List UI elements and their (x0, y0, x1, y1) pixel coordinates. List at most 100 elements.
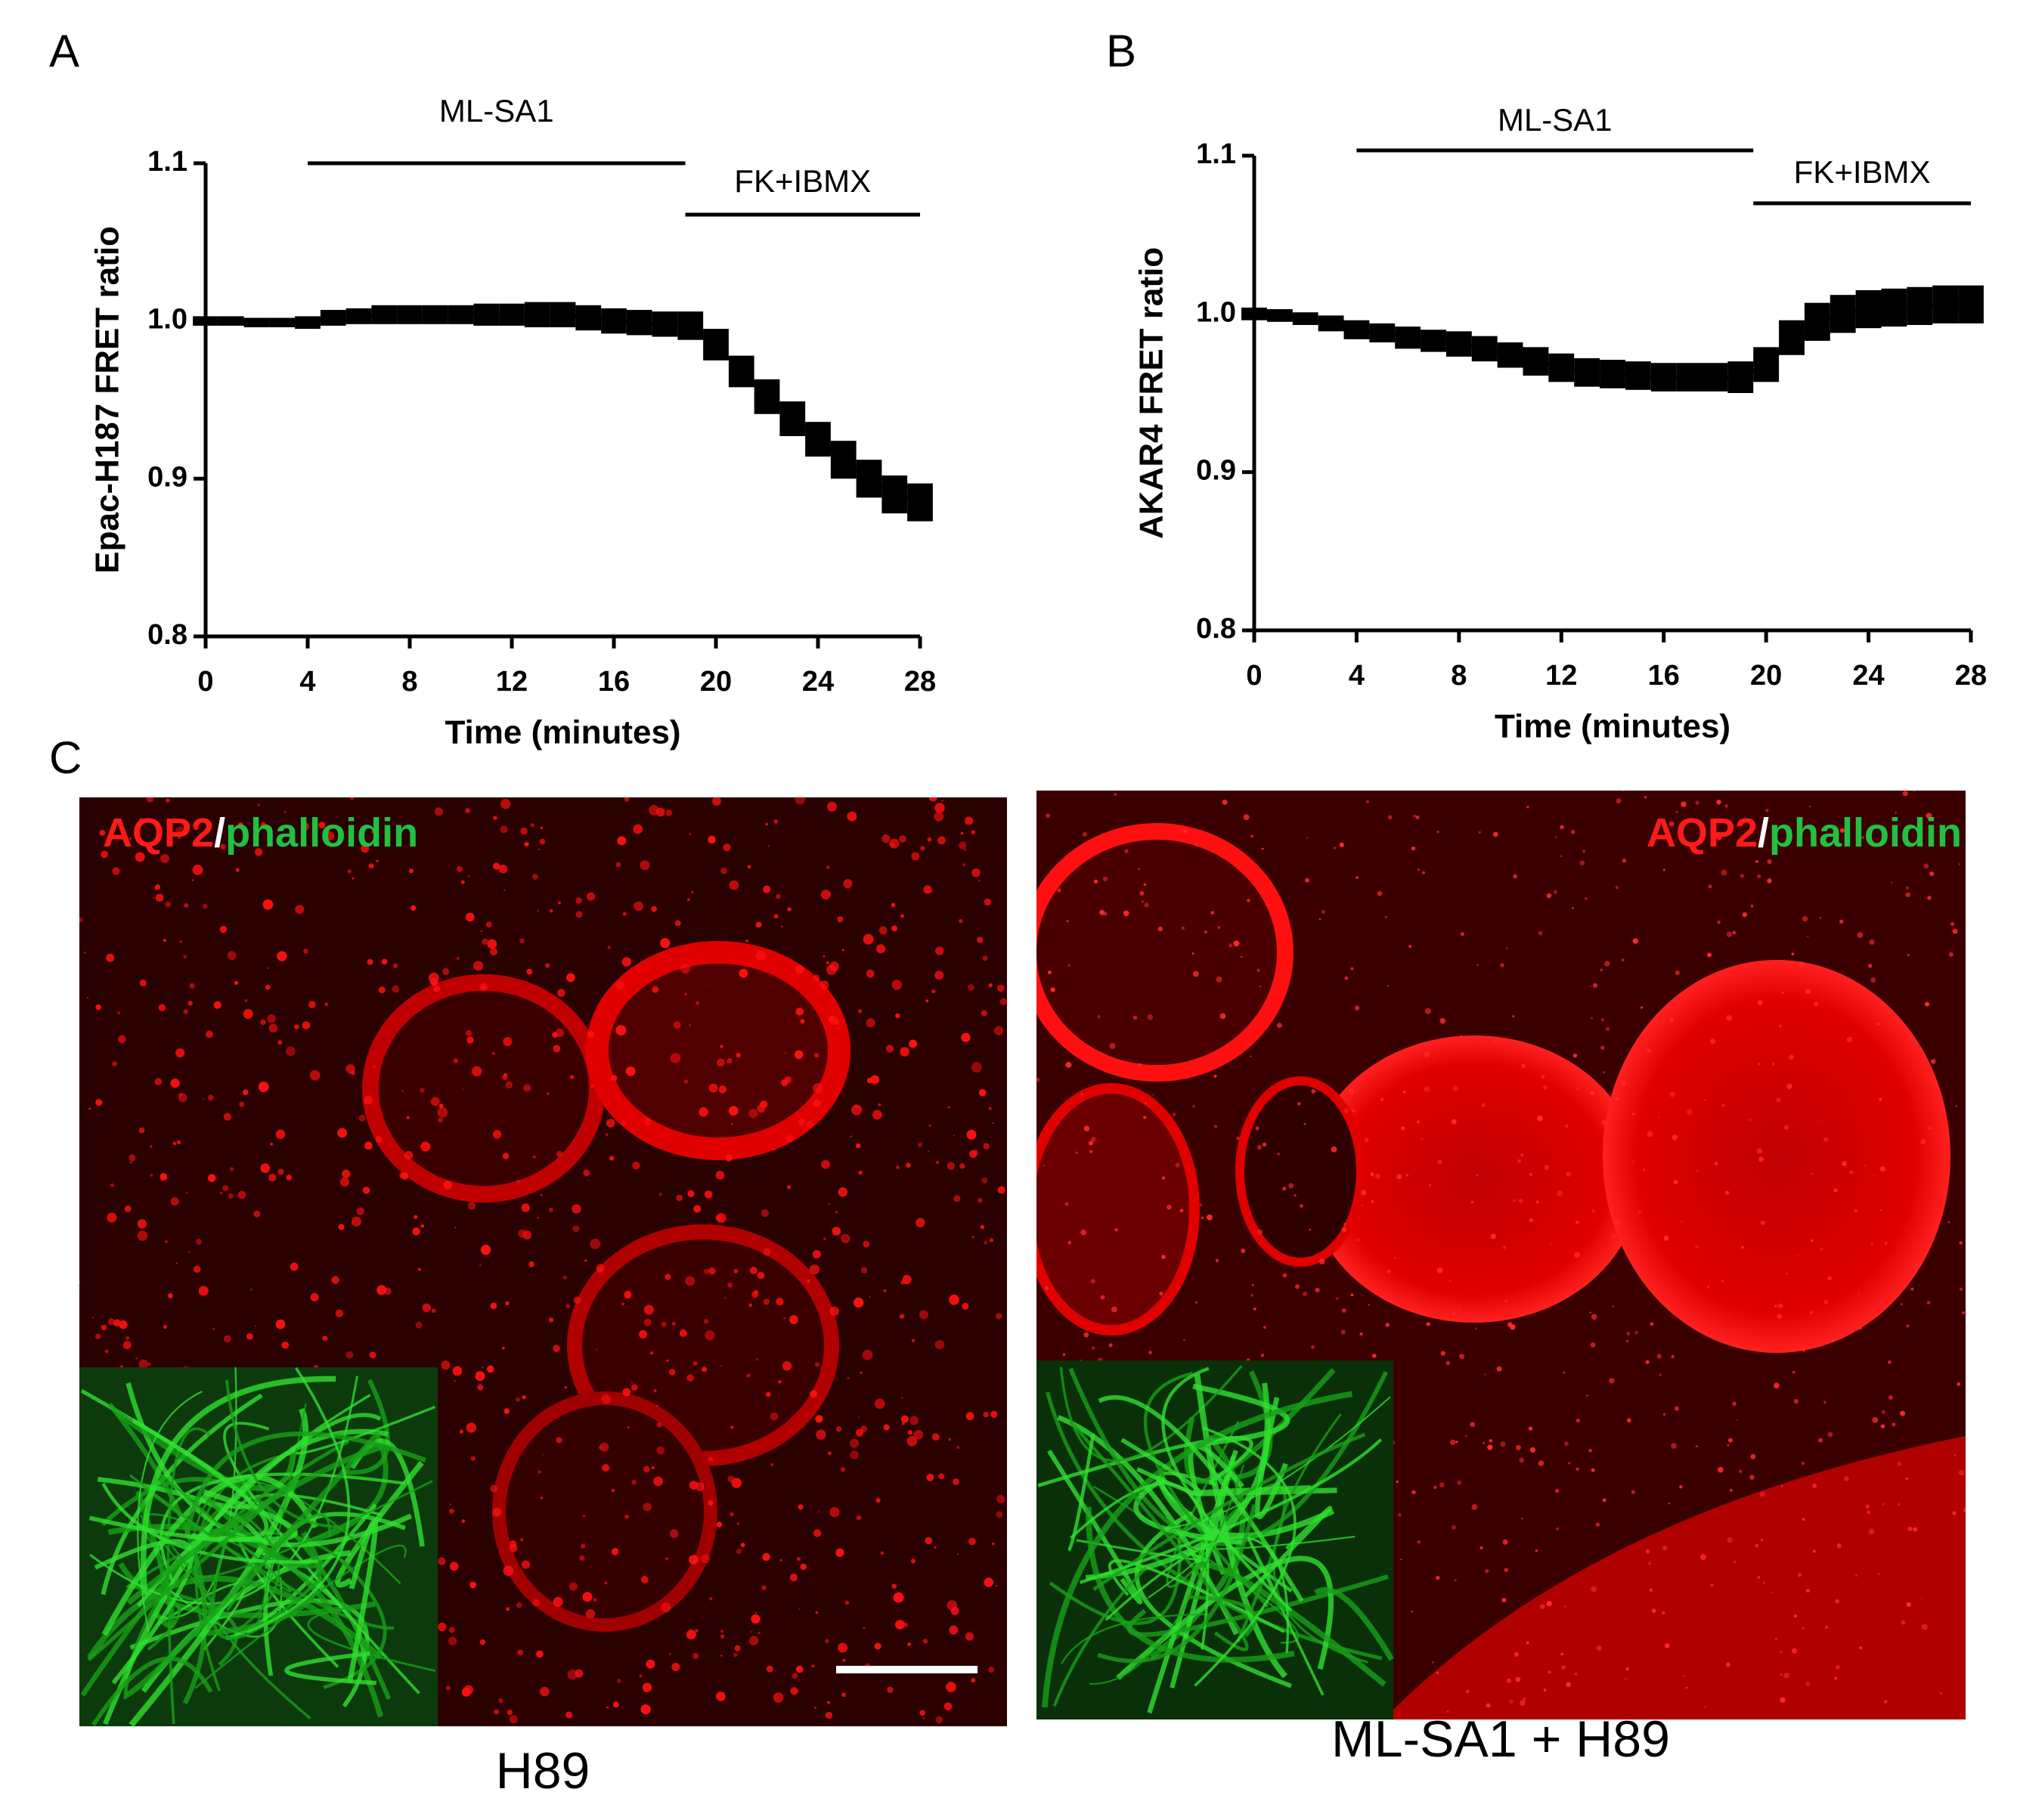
speckle (1929, 871, 1935, 877)
speckle (1802, 916, 1808, 922)
speckle (996, 1511, 1003, 1518)
speckle (584, 1259, 587, 1262)
speckle (1138, 868, 1141, 871)
speckle (616, 1679, 621, 1683)
speckle (1879, 1165, 1885, 1172)
speckle (516, 1602, 522, 1608)
speckle (106, 953, 115, 962)
speckle (1276, 1023, 1282, 1029)
speckle (1470, 1422, 1475, 1427)
speckle (708, 1268, 716, 1275)
speckle (1114, 792, 1117, 796)
speckle (670, 1053, 681, 1063)
speckle (129, 1154, 136, 1162)
speckle (1650, 1322, 1654, 1326)
speckle (640, 1576, 649, 1583)
speckle (1339, 842, 1344, 847)
speckle (992, 1543, 995, 1546)
speckle (258, 1082, 269, 1093)
speckle (1582, 850, 1586, 853)
speckle (441, 1360, 451, 1370)
speckle (267, 967, 269, 970)
speckle (1950, 921, 1955, 927)
speckle (1699, 1554, 1706, 1561)
speckle (829, 1306, 839, 1317)
speckle (650, 1351, 654, 1355)
speckle (1341, 1227, 1346, 1233)
speckle (1542, 1085, 1548, 1090)
speckle (548, 1317, 554, 1323)
speckle (776, 1298, 784, 1306)
speckle (1734, 1560, 1737, 1564)
speckle (1823, 1401, 1826, 1404)
speckle (456, 865, 463, 872)
speckle (1780, 1697, 1786, 1703)
speckle (86, 996, 89, 999)
speckle (1485, 1568, 1489, 1574)
speckle (891, 980, 902, 990)
treatment-label: FK+IBMX (734, 163, 871, 199)
speckle (937, 836, 947, 845)
speckle (1554, 1488, 1560, 1493)
speckle (165, 901, 172, 908)
speckle (480, 1244, 491, 1255)
speckle (459, 1429, 463, 1434)
speckle (521, 1203, 530, 1212)
speckle (1250, 1055, 1252, 1057)
speckle (708, 1500, 714, 1506)
speckle (1137, 1063, 1142, 1067)
speckle (634, 901, 643, 912)
speckle (959, 841, 967, 850)
speckle (1445, 1360, 1450, 1366)
speckle (869, 1295, 871, 1298)
speckle (837, 916, 844, 923)
speckle (477, 1384, 484, 1391)
speckle (1080, 1229, 1087, 1236)
speckle (188, 1251, 191, 1253)
speckle (412, 905, 415, 908)
speckle (1864, 1165, 1867, 1167)
speckle (767, 845, 770, 847)
speckle (1833, 1188, 1838, 1193)
speckle (611, 1075, 618, 1082)
speckle (1421, 1138, 1424, 1141)
speckle (498, 864, 508, 874)
speckle (452, 1366, 463, 1376)
speckle (1535, 1200, 1539, 1204)
speckle (1797, 1255, 1799, 1257)
speckle (1868, 964, 1873, 968)
speckle (1714, 1162, 1718, 1166)
y-axis-title: Epac-H187 FRET ratio (89, 226, 126, 574)
speckle (532, 874, 538, 880)
speckle (1144, 902, 1149, 908)
speckle (1405, 1174, 1409, 1177)
speckle (812, 1083, 823, 1094)
speckle (1282, 1273, 1287, 1278)
speckle (1143, 883, 1147, 887)
error-bar (1241, 307, 1267, 320)
speckle (1241, 1249, 1246, 1253)
speckle (1487, 1444, 1493, 1450)
speckle (922, 1717, 925, 1719)
speckle (704, 1190, 713, 1199)
speckle (1500, 1441, 1506, 1447)
speckle (1449, 1280, 1452, 1282)
speckle (1400, 1558, 1402, 1561)
speckle (338, 1224, 345, 1230)
speckle (1148, 1351, 1152, 1354)
speckle (1261, 847, 1264, 850)
fiber (1042, 1391, 1353, 1708)
speckle (841, 1233, 850, 1243)
speckle (1566, 1682, 1572, 1688)
speckle (1767, 859, 1772, 865)
fiber (139, 1514, 218, 1608)
speckle (537, 1216, 539, 1219)
speckle (606, 1706, 609, 1709)
speckle (1401, 1125, 1405, 1131)
speckle (1750, 904, 1754, 908)
y-tick-label: 0.8 (147, 619, 187, 651)
speckle (301, 822, 309, 831)
speckle (1662, 868, 1665, 871)
speckle (847, 811, 857, 822)
speckle (454, 1379, 456, 1382)
